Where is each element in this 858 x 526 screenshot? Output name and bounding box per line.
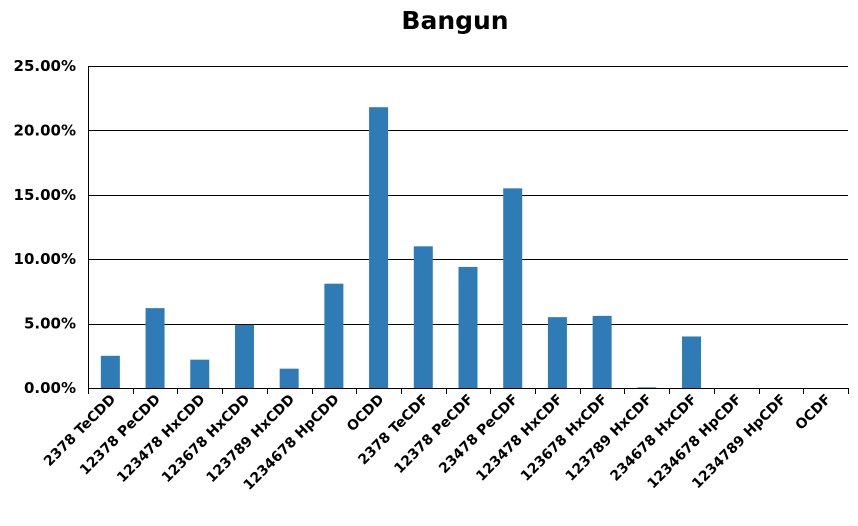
bar [279,368,299,388]
bar [190,359,210,388]
x-tick-label: OCDF [792,392,834,434]
y-tick-label: 20.00% [14,121,76,139]
bar [369,107,389,388]
bars [100,107,702,388]
y-tick-label: 15.00% [14,186,76,204]
y-tick-label: 0.00% [24,379,76,397]
bar [100,355,120,388]
bar [324,283,344,388]
bar [682,336,702,388]
bar [413,246,433,388]
bar [458,266,478,388]
bar [503,188,523,388]
bar [234,324,254,388]
bar [637,387,657,388]
y-tick-label: 5.00% [24,315,76,333]
y-axis-tick-labels: 0.00% 5.00% 10.00% 15.00% 20.00% 25.00% [14,57,76,397]
axes [88,66,849,394]
x-tick-label: 12378 PeCDF [391,392,476,477]
y-tick-label: 25.00% [14,57,76,75]
bar [547,317,567,388]
bar [145,308,165,388]
x-tick-label: OCDD [344,392,387,435]
chart-title: Bangun [401,6,508,35]
y-tick-label: 10.00% [14,250,76,268]
x-tick-label: 23478 PeCDF [436,392,521,477]
gridlines [88,66,848,325]
bar [592,315,612,388]
x-tick-label: 12378 PeCDD [77,392,164,479]
